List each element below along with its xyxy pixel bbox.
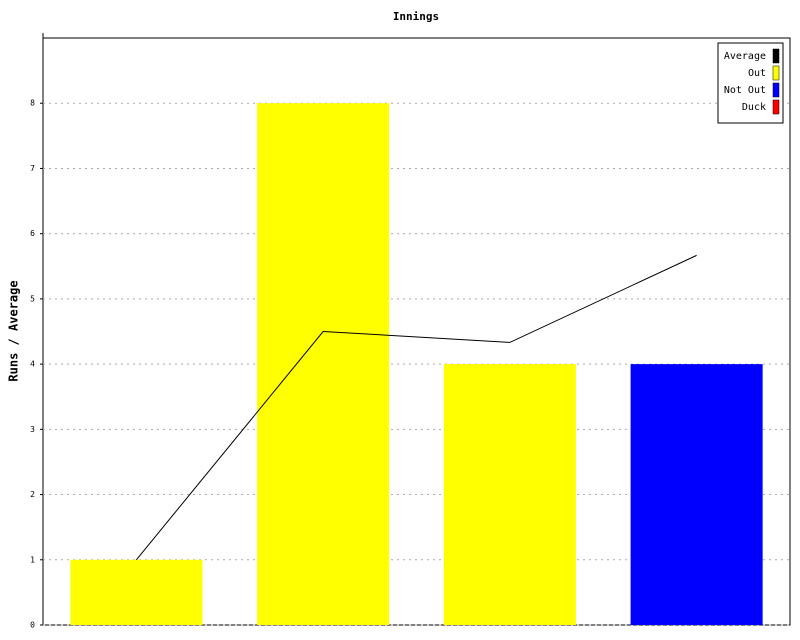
- legend-swatch: [772, 65, 780, 81]
- y-tick-label: 2: [30, 490, 35, 499]
- legend-swatch: [772, 99, 780, 115]
- legend-label: Duck: [742, 102, 766, 113]
- y-tick-label: 6: [30, 229, 35, 238]
- line: [135, 254, 697, 561]
- y-tick-label: 7: [30, 164, 35, 173]
- legend-swatch: [772, 82, 780, 98]
- y-tick-label: 8: [30, 99, 35, 108]
- legend-label: Average: [724, 51, 766, 62]
- legend: Average Out Not Out Duck: [717, 42, 784, 124]
- bar: [257, 103, 390, 625]
- legend-box: [717, 42, 784, 124]
- bar: [443, 364, 576, 625]
- legend-label: Out: [748, 68, 766, 79]
- y-tick-label: 3: [30, 425, 35, 434]
- bar: [630, 364, 763, 625]
- legend-label: Not Out: [724, 85, 766, 96]
- legend-swatch: [772, 48, 780, 64]
- bar: [70, 559, 203, 625]
- y-tick-label: 5: [30, 294, 35, 303]
- y-axis-label: Runs / Average: [7, 280, 21, 381]
- y-tick-label: 4: [30, 360, 35, 369]
- y-tick-label: 1: [30, 555, 35, 564]
- chart-title: Innings: [393, 10, 439, 23]
- y-tick-label: 0: [30, 621, 35, 630]
